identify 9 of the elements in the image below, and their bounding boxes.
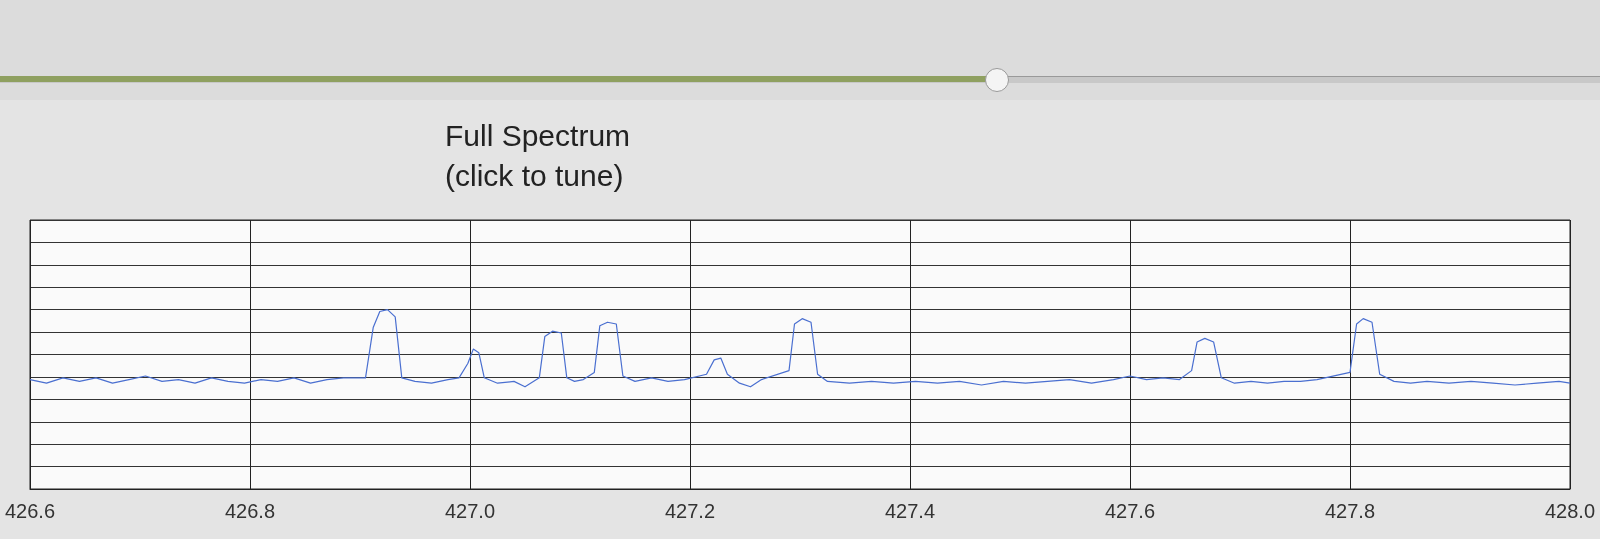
x-tick-label: 427.6 <box>1104 500 1156 522</box>
x-tick-label: 426.6 <box>4 500 56 522</box>
x-tick-label: 427.8 <box>1324 500 1376 522</box>
x-tick-label: 428.0 <box>1544 500 1596 522</box>
x-tick-label: 427.4 <box>884 500 936 522</box>
x-tick-label: 427.2 <box>664 500 716 522</box>
x-tick-label: 426.8 <box>224 500 276 522</box>
chart-title: Full Spectrum (click to tune) <box>445 118 631 192</box>
x-tick-label: 427.0 <box>444 500 496 522</box>
